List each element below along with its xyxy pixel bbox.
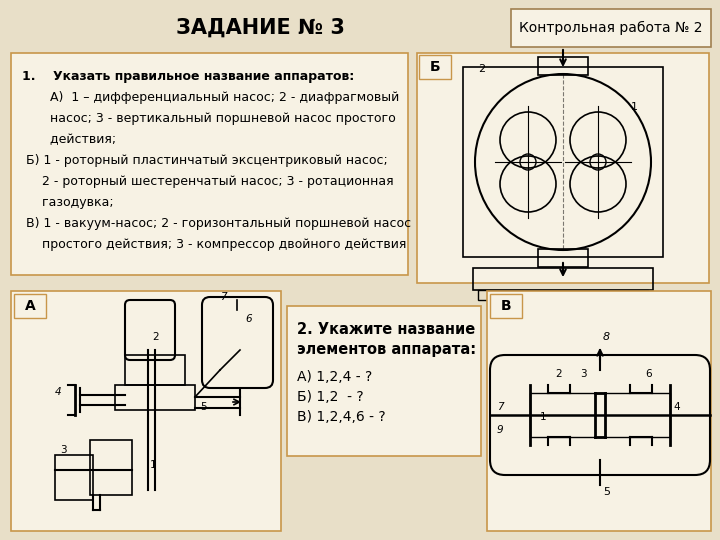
Text: действия;: действия; [22, 133, 116, 146]
Text: 3: 3 [580, 369, 587, 379]
Text: простого действия; 3 - компрессор двойного действия: простого действия; 3 - компрессор двойно… [22, 238, 406, 251]
FancyBboxPatch shape [490, 294, 522, 318]
Text: газодувка;: газодувка; [22, 196, 114, 209]
Text: 1.    Указать правильное название аппаратов:: 1. Указать правильное название аппаратов… [22, 70, 354, 83]
Text: 2. Укажите название: 2. Укажите название [297, 322, 475, 337]
FancyBboxPatch shape [287, 306, 481, 456]
Text: 1: 1 [150, 460, 157, 470]
Text: 2: 2 [555, 369, 562, 379]
Text: Контрольная работа № 2: Контрольная работа № 2 [519, 21, 703, 35]
Text: Б) 1 - роторный пластинчатый эксцентриковый насос;: Б) 1 - роторный пластинчатый эксцентрико… [22, 154, 388, 167]
FancyBboxPatch shape [511, 9, 711, 47]
Text: 8: 8 [603, 332, 610, 342]
Text: В) 1,2,4,6 - ?: В) 1,2,4,6 - ? [297, 410, 386, 424]
FancyBboxPatch shape [11, 291, 281, 531]
Text: 7: 7 [497, 402, 503, 412]
Text: Б) 1,2  - ?: Б) 1,2 - ? [297, 390, 364, 404]
Text: 4: 4 [673, 402, 680, 412]
Text: 2 - роторный шестеренчатый насос; 3 - ротационная: 2 - роторный шестеренчатый насос; 3 - ро… [22, 175, 394, 188]
FancyBboxPatch shape [11, 53, 408, 275]
Text: 6: 6 [245, 314, 251, 324]
Text: 5: 5 [200, 402, 207, 412]
FancyBboxPatch shape [419, 55, 451, 79]
Text: 9: 9 [497, 425, 503, 435]
Text: 4: 4 [55, 387, 62, 397]
Text: 3: 3 [60, 445, 67, 455]
FancyBboxPatch shape [417, 53, 709, 283]
Text: 1: 1 [540, 412, 546, 422]
Text: А: А [24, 299, 35, 313]
Text: 2: 2 [478, 64, 485, 74]
Text: ЗАДАНИЕ № 3: ЗАДАНИЕ № 3 [176, 18, 344, 38]
FancyBboxPatch shape [14, 294, 46, 318]
Text: А) 1,2,4 - ?: А) 1,2,4 - ? [297, 370, 372, 384]
Text: 5: 5 [603, 487, 610, 497]
Text: 6: 6 [645, 369, 652, 379]
Text: Б: Б [430, 60, 441, 74]
Text: В: В [500, 299, 511, 313]
Text: А)  1 – дифференциальный насос; 2 - диафрагмовый: А) 1 – дифференциальный насос; 2 - диафр… [22, 91, 400, 104]
FancyBboxPatch shape [487, 291, 711, 531]
Text: В) 1 - вакуум-насос; 2 - горизонтальный поршневой насос: В) 1 - вакуум-насос; 2 - горизонтальный … [22, 217, 411, 230]
Text: 1: 1 [631, 102, 638, 112]
Text: насос; 3 - вертикальный поршневой насос простого: насос; 3 - вертикальный поршневой насос … [22, 112, 396, 125]
Text: 7: 7 [220, 292, 227, 302]
Text: 2: 2 [152, 332, 158, 342]
Text: элементов аппарата:: элементов аппарата: [297, 342, 476, 357]
